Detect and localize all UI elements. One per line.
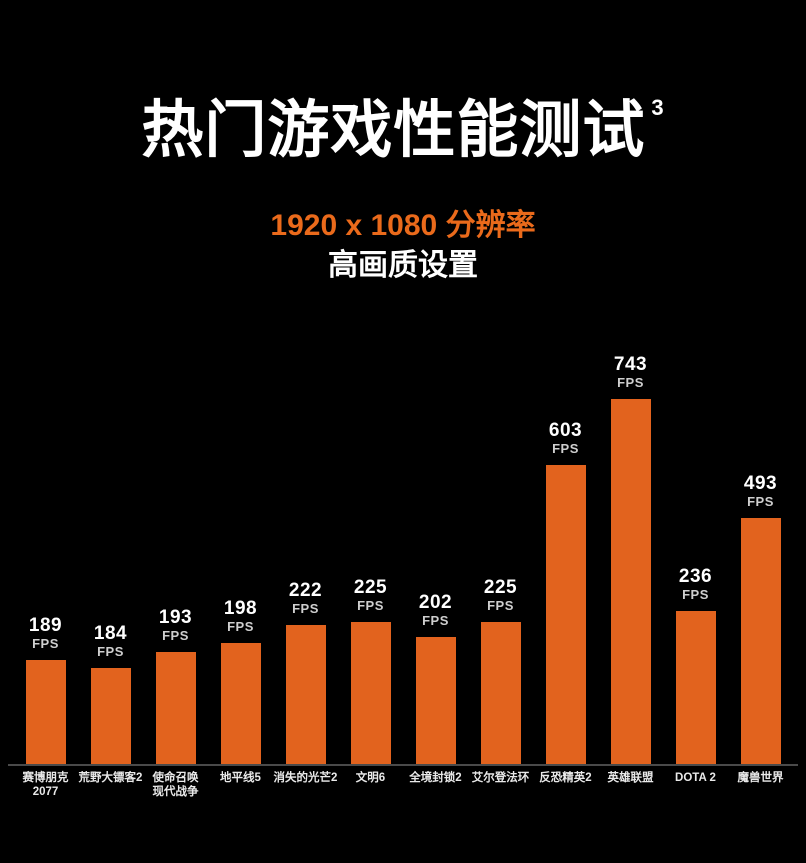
quality-setting-subtitle: 高画质设置 — [328, 249, 478, 282]
bar — [415, 637, 456, 765]
bar-group: 225 FPS — [338, 330, 403, 765]
title-footnote-marker: 3 — [651, 95, 665, 121]
fps-unit-label: FPS — [682, 587, 709, 603]
x-axis-line — [8, 764, 798, 766]
fps-value: 743 — [613, 354, 648, 376]
bar-value-label: 193 FPS — [158, 607, 193, 644]
bar — [90, 668, 131, 765]
fps-value: 193 — [158, 607, 193, 629]
fps-unit-label: FPS — [487, 598, 514, 614]
fps-value: 603 — [548, 420, 583, 442]
bar-group: 743 FPS — [598, 330, 663, 765]
fps-unit-label: FPS — [227, 619, 254, 635]
page-title-text: 热门游戏性能测试 — [141, 96, 646, 165]
category-label: 赛博朋克 2077 — [22, 772, 69, 798]
bar-group: 184 FPS — [78, 330, 143, 765]
bar — [285, 625, 326, 765]
bar — [350, 622, 391, 765]
fps-unit-label: FPS — [162, 628, 189, 644]
bar-group: 603 FPS — [533, 330, 598, 765]
bar-value-label: 493 FPS — [743, 473, 778, 510]
fps-unit-label: FPS — [292, 601, 319, 617]
fps-unit-label: FPS — [97, 644, 124, 660]
fps-value: 184 — [93, 623, 128, 645]
bar-value-label: 225 FPS — [483, 577, 518, 614]
fps-value: 236 — [678, 566, 713, 588]
fps-value: 189 — [28, 615, 63, 637]
bar — [155, 652, 196, 765]
bar — [610, 399, 651, 765]
category-label: 消失的光芒2 — [273, 772, 338, 784]
bar-group: 493 FPS — [728, 330, 793, 765]
bar-group: 198 FPS — [208, 330, 273, 765]
category-labels-row: 赛博朋克 2077 荒野大镖客2 使命召唤 现代战争 地平线5 消失的光芒2 文… — [13, 772, 793, 799]
bar-value-label: 222 FPS — [288, 580, 323, 617]
bar-value-label: 189 FPS — [28, 615, 63, 652]
category-label: 艾尔登法环 — [471, 772, 530, 784]
bar-value-label: 225 FPS — [353, 577, 388, 614]
bar — [545, 465, 586, 765]
bar-group: 236 FPS — [663, 330, 728, 765]
category-label: 魔兽世界 — [737, 772, 784, 784]
bar-value-label: 236 FPS — [678, 566, 713, 603]
bar — [25, 660, 66, 765]
bar-group: 189 FPS — [13, 330, 78, 765]
fps-value: 493 — [743, 473, 778, 495]
fps-bar-chart: 189 FPS 184 FPS 193 FPS 198 FPS 222 FPS — [13, 330, 793, 765]
category-label: DOTA 2 — [675, 772, 716, 784]
bar — [740, 518, 781, 765]
fps-unit-label: FPS — [357, 598, 384, 614]
fps-unit-label: FPS — [422, 613, 449, 629]
fps-unit-label: FPS — [747, 494, 774, 510]
bar — [675, 611, 716, 765]
category-label: 使命召唤 现代战争 — [152, 772, 199, 798]
category-label: 全境封锁2 — [409, 772, 462, 784]
bar-group: 222 FPS — [273, 330, 338, 765]
bar-group: 225 FPS — [468, 330, 533, 765]
category-label: 文明6 — [355, 772, 386, 784]
bar-value-label: 603 FPS — [548, 420, 583, 457]
category-label: 反恐精英2 — [539, 772, 592, 784]
fps-unit-label: FPS — [552, 441, 579, 457]
fps-unit-label: FPS — [617, 375, 644, 391]
fps-value: 198 — [223, 598, 258, 620]
bar — [480, 622, 521, 765]
bar-value-label: 743 FPS — [613, 354, 648, 391]
bar — [220, 643, 261, 765]
bar-group: 202 FPS — [403, 330, 468, 765]
category-label: 荒野大镖客2 — [78, 772, 143, 784]
bar-value-label: 198 FPS — [223, 598, 258, 635]
bar-value-label: 184 FPS — [93, 623, 128, 660]
fps-unit-label: FPS — [32, 636, 59, 652]
fps-value: 202 — [418, 592, 453, 614]
fps-value: 225 — [353, 577, 388, 599]
resolution-subtitle: 1920 x 1080 分辨率 — [270, 209, 536, 242]
fps-value: 225 — [483, 577, 518, 599]
category-label: 英雄联盟 — [607, 772, 654, 784]
bar-group: 193 FPS — [143, 330, 208, 765]
bar-value-label: 202 FPS — [418, 592, 453, 629]
category-label: 地平线5 — [220, 772, 261, 784]
fps-value: 222 — [288, 580, 323, 602]
page-title: 热门游戏性能测试 3 — [0, 96, 806, 165]
